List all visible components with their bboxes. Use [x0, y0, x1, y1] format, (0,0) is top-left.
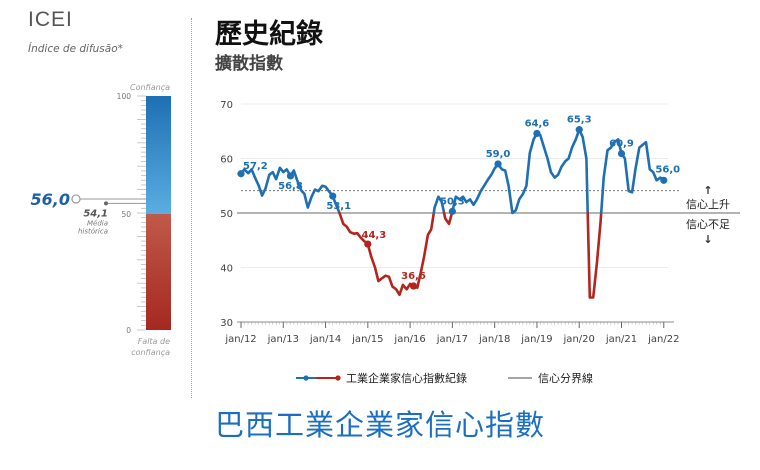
- chart-subtitle: 擴散指數: [215, 54, 283, 74]
- data-point-marker: [448, 207, 456, 215]
- confidence-gauge: Confiança 100 50 0 56,0 54,1 Média histó…: [31, 83, 171, 357]
- x-tick-label: jan/15: [351, 334, 383, 345]
- gauge-historical-marker: [104, 201, 108, 206]
- x-axis: jan/12 jan/13 jan/14 jan/15 jan/16 jan/17 jan/…: [224, 321, 679, 345]
- gauge-current-marker: [71, 194, 81, 204]
- data-label: 56,0: [655, 164, 680, 175]
- legend-threshold-label: 信心分界線: [538, 371, 593, 385]
- y-tick-label: 70: [220, 100, 233, 111]
- gauge-historical-caption: histórica: [78, 227, 108, 235]
- data-label: 57,2: [243, 161, 268, 172]
- x-tick-label: jan/13: [267, 334, 299, 345]
- legend-series-label: 工業企業家信心指數紀錄: [346, 371, 467, 385]
- series-segment-below: [586, 211, 603, 299]
- data-point-marker: [409, 282, 418, 290]
- gauge-high-segment: [146, 96, 171, 214]
- data-point-marker: [533, 129, 541, 138]
- data-label: 50,3: [440, 196, 465, 207]
- gauge-current-value: 56,0: [31, 190, 70, 209]
- series-segment-below: [442, 211, 454, 226]
- arrow-up-icon: ↑: [703, 184, 712, 197]
- x-tick-label: jan/20: [563, 334, 595, 345]
- chart-title: 歷史紀錄: [215, 19, 323, 50]
- y-tick-label: 40: [220, 264, 233, 275]
- gauge-tick-label: 0: [126, 326, 131, 335]
- series-segment-above: [450, 128, 589, 215]
- data-label: 60,9: [609, 139, 634, 150]
- x-tick-label: jan/19: [520, 334, 552, 345]
- data-point-marker: [617, 149, 626, 158]
- y-axis: 30 40 50 60 70: [220, 100, 233, 329]
- gauge-tick-label: 50: [121, 210, 131, 219]
- data-label: 44,3: [361, 230, 386, 241]
- data-point-marker: [575, 126, 583, 134]
- x-tick-label: jan/18: [478, 334, 510, 345]
- data-label: 56,8: [278, 181, 303, 192]
- data-point-marker: [286, 172, 295, 180]
- data-point-marker: [494, 160, 502, 168]
- below-threshold-label: 信心不足: [686, 218, 730, 231]
- gauge-historical-value: 54,1: [83, 208, 108, 219]
- series-segment-below: [338, 211, 436, 297]
- data-point-marker: [329, 192, 337, 200]
- gauge-low-segment: [146, 214, 171, 330]
- arrow-down-icon: ↓: [703, 233, 712, 246]
- gauge-bottom-label: Falta de: [138, 337, 170, 346]
- data-label: 59,0: [486, 149, 511, 160]
- data-label: 53,1: [326, 201, 351, 212]
- data-label: 65,3: [567, 115, 592, 126]
- x-tick-label: jan/22: [647, 334, 679, 345]
- x-tick-label: jan/12: [224, 334, 256, 345]
- icei-subtitle: Índice de difusão*: [28, 43, 123, 55]
- gauge-historical-caption: Média: [87, 219, 108, 227]
- data-point-marker: [364, 240, 372, 248]
- x-tick-label: jan/14: [309, 334, 341, 345]
- legend-marker-blue: [303, 375, 309, 381]
- data-label: 64,6: [525, 118, 550, 129]
- x-tick-label: jan/21: [605, 334, 637, 345]
- series-segment-above: [432, 195, 446, 215]
- panel-divider: [191, 18, 192, 398]
- gauge-bottom-label: confiança: [131, 348, 170, 357]
- above-threshold-label: 信心上升: [686, 198, 730, 211]
- y-tick-label: 30: [220, 318, 233, 329]
- data-point-marker: [660, 176, 668, 184]
- gauge-tick-label: 100: [117, 92, 132, 101]
- x-tick-label: jan/17: [436, 334, 468, 345]
- data-point-marker: [237, 170, 245, 178]
- legend-marker-red: [335, 375, 341, 381]
- data-labels: 57,2 56,8 53,1 44,3 36,6 50,3 59,0 64,6 65,3 60,9…: [237, 115, 680, 290]
- legend: 工業企業家信心指數紀錄 信心分界線: [296, 371, 593, 385]
- icei-title: ICEI: [28, 8, 73, 31]
- y-tick-label: 60: [220, 155, 233, 166]
- x-tick-label: jan/16: [393, 334, 425, 345]
- data-label: 36,6: [401, 271, 426, 282]
- bottom-caption: 巴西工業企業家信心指數: [214, 408, 545, 442]
- series-segment-above: [599, 138, 666, 215]
- gauge-top-label: Confiança: [130, 83, 170, 92]
- y-tick-label: 50: [220, 209, 233, 220]
